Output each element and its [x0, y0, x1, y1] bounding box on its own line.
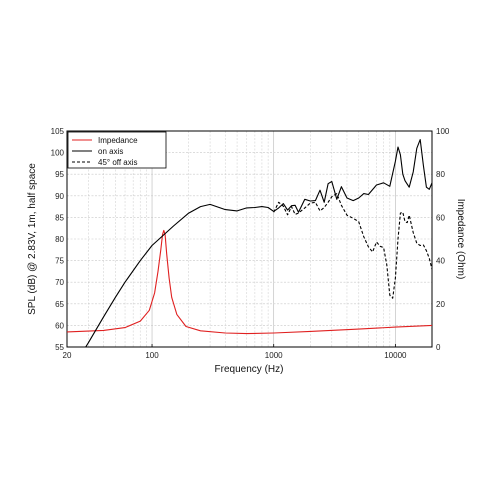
y-left-tick-label: 80 — [55, 235, 64, 244]
y-left-tick-label: 105 — [51, 127, 65, 136]
x-tick-label: 1000 — [265, 351, 283, 360]
series-line-45-off-axis — [273, 193, 432, 299]
y-left-tick-label: 95 — [55, 170, 64, 179]
y-right-tick-label: 80 — [436, 170, 445, 179]
y-left-tick-label: 75 — [55, 257, 64, 266]
series-layer — [67, 139, 432, 347]
y-left-tick-label: 85 — [55, 213, 64, 222]
grid — [67, 131, 432, 347]
y-right-tick-label: 40 — [436, 257, 445, 266]
series-line-on-axis — [85, 139, 432, 347]
y-right-tick-label: 20 — [436, 300, 445, 309]
y-left-tick-label: 70 — [55, 278, 64, 287]
x-axis-title: Frequency (Hz) — [215, 364, 284, 375]
y-left-tick-label: 65 — [55, 300, 64, 309]
x-tick-label: 20 — [63, 351, 72, 360]
y-left-tick-label: 60 — [55, 321, 64, 330]
legend-label-off-axis: 45° off axis — [98, 158, 138, 167]
y-right-tick-label: 0 — [436, 343, 441, 352]
y-left-tick-label: 100 — [51, 149, 65, 158]
legend-label-impedance: Impedance — [98, 136, 138, 145]
tick-labels: 20 100 1000 10000 55 60 65 70 75 80 85 90 95 100 105 0 2… — [51, 127, 450, 360]
y-axis-right-title: Impedance (Ohm) — [455, 199, 466, 280]
plot-area — [66, 130, 433, 348]
y-axis-left-title: SPL (dB) @ 2.83V, 1m, half space — [27, 163, 38, 315]
legend-label-on-axis: on axis — [98, 147, 123, 156]
y-right-tick-label: 60 — [436, 213, 445, 222]
y-left-tick-label: 90 — [55, 192, 64, 201]
legend: Impedance on axis 45° off axis — [67, 131, 167, 169]
y-right-tick-label: 100 — [436, 127, 450, 136]
x-tick-label: 10000 — [384, 351, 407, 360]
series-line-impedance — [67, 229, 432, 335]
x-tick-label: 100 — [145, 351, 159, 360]
y-left-tick-label: 55 — [55, 343, 64, 352]
